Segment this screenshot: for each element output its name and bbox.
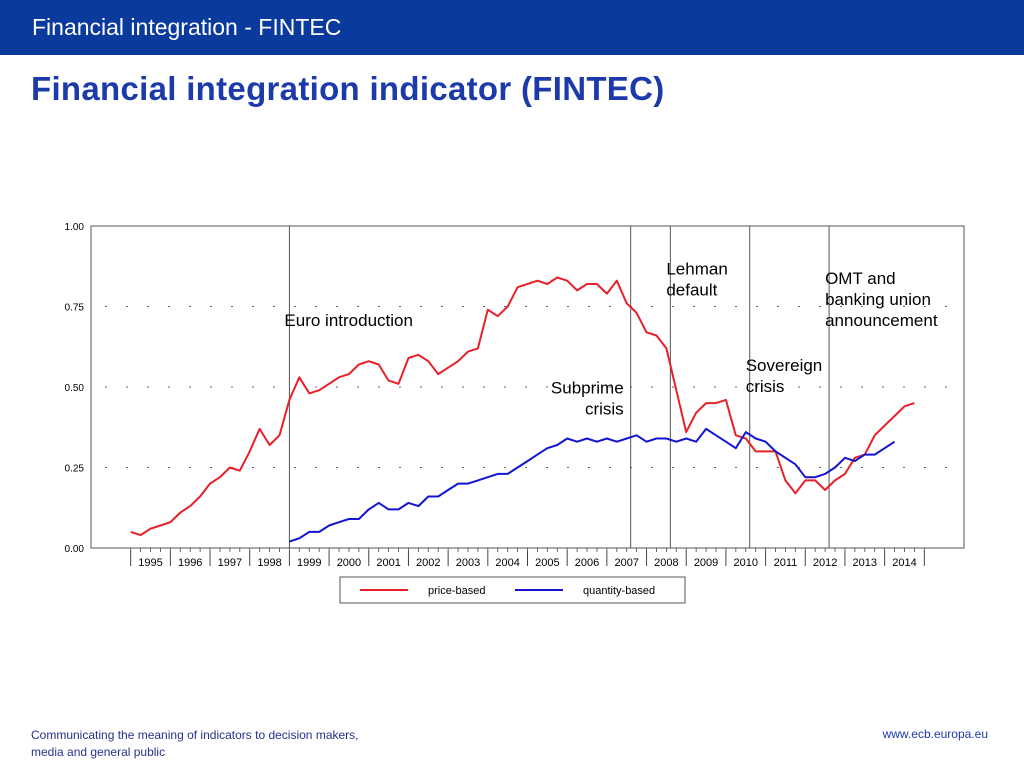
event-label: default: [666, 280, 717, 299]
y-tick-label: 0.00: [65, 544, 85, 555]
x-tick-label: 2014: [892, 557, 916, 569]
y-tick-label: 0.75: [65, 303, 85, 314]
x-tick-label: 2009: [694, 557, 718, 569]
y-tick-label: 1.00: [65, 222, 85, 233]
footer-caption: Communicating the meaning of indicators …: [31, 727, 431, 761]
event-label: Sovereign: [746, 356, 823, 375]
x-tick-label: 1996: [178, 557, 202, 569]
y-tick-label: 0.25: [65, 464, 85, 475]
header-bar-title: Financial integration - FINTEC: [32, 14, 342, 40]
event-label: Subprime: [551, 378, 624, 397]
event-label: banking union: [825, 290, 931, 309]
series-line-quantity-based: [289, 427, 896, 543]
x-tick-label: 2002: [416, 557, 440, 569]
x-tick-label: 2012: [813, 557, 837, 569]
legend-label-price-based: price-based: [428, 585, 485, 597]
x-tick-label: 2013: [853, 557, 877, 569]
event-label: announcement: [825, 311, 938, 330]
footer-website-link[interactable]: www.ecb.europa.eu: [882, 727, 988, 741]
series-line-price-based: [130, 276, 915, 537]
header-bar: Financial integration - FINTEC: [0, 0, 1024, 55]
x-tick-label: 1995: [138, 557, 162, 569]
x-tick-label: 1998: [257, 557, 281, 569]
event-label: crisis: [585, 399, 624, 418]
x-tick-label: 2010: [734, 557, 758, 569]
x-tick-label: 2008: [654, 557, 678, 569]
x-tick-label: 2006: [575, 557, 599, 569]
legend-label-quantity-based: quantity-based: [583, 585, 655, 597]
x-tick-label: 2001: [376, 557, 400, 569]
event-label: crisis: [746, 377, 785, 396]
x-tick-label: 2000: [337, 557, 361, 569]
x-tick-label: 1999: [297, 557, 321, 569]
footer-caption-line-2: media and general public: [31, 745, 166, 759]
y-tick-label: 0.50: [65, 383, 85, 394]
event-label: OMT and: [825, 269, 896, 288]
slide-title: Financial integration indicator (FINTEC): [31, 70, 665, 107]
x-tick-label: 1997: [218, 557, 242, 569]
x-tick-label: 2007: [614, 557, 638, 569]
x-tick-label: 2004: [495, 557, 519, 569]
x-tick-label: 2005: [535, 557, 559, 569]
x-tick-label: 2011: [774, 557, 798, 569]
footer-caption-line-1: Communicating the meaning of indicators …: [31, 728, 359, 742]
x-tick-label: 2003: [456, 557, 480, 569]
event-label: Euro introduction: [284, 311, 413, 330]
event-label: Lehman: [666, 259, 727, 278]
